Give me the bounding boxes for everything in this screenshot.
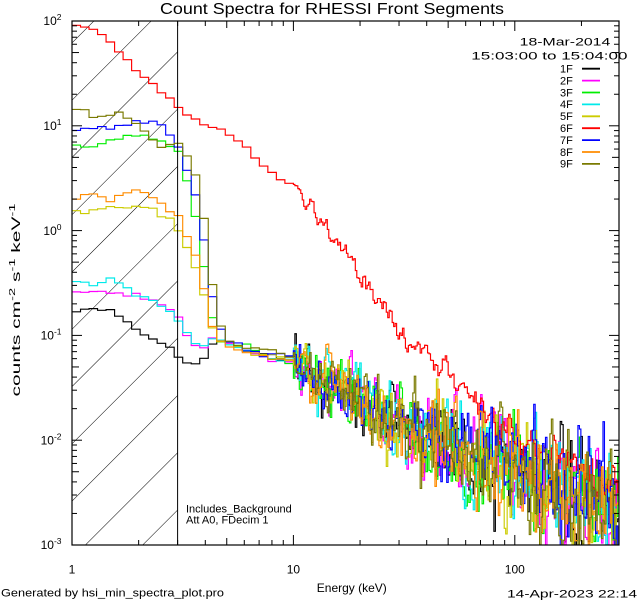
svg-text:15:03:00 to 15:04:00: 15:03:00 to 15:04:00 xyxy=(471,51,627,63)
svg-text:2F: 2F xyxy=(560,75,573,87)
svg-text:10: 10 xyxy=(287,562,301,576)
svg-text:Energy (keV): Energy (keV) xyxy=(317,581,387,595)
svg-text:1F: 1F xyxy=(560,64,573,76)
svg-text:Att A0, FDecim 1: Att A0, FDecim 1 xyxy=(186,515,269,527)
svg-text:9F: 9F xyxy=(560,159,573,171)
svg-text:14-Apr-2023 22:14: 14-Apr-2023 22:14 xyxy=(507,589,637,600)
svg-text:6F: 6F xyxy=(560,123,573,135)
svg-text:Generated by hsi_min_spectra_p: Generated by hsi_min_spectra_plot.pro xyxy=(1,588,224,600)
svg-text:7F: 7F xyxy=(560,135,573,147)
svg-text:100: 100 xyxy=(505,562,525,576)
svg-text:Includes_Background: Includes_Background xyxy=(186,503,292,515)
svg-text:8F: 8F xyxy=(560,147,573,159)
svg-text:1: 1 xyxy=(69,562,76,576)
svg-text:Count Spectra for RHESSI Front: Count Spectra for RHESSI Front Segments xyxy=(160,1,504,18)
svg-text:4F: 4F xyxy=(560,99,573,111)
svg-text:3F: 3F xyxy=(560,87,573,99)
svg-text:5F: 5F xyxy=(560,111,573,123)
svg-text:18-Mar-2014: 18-Mar-2014 xyxy=(520,37,611,49)
